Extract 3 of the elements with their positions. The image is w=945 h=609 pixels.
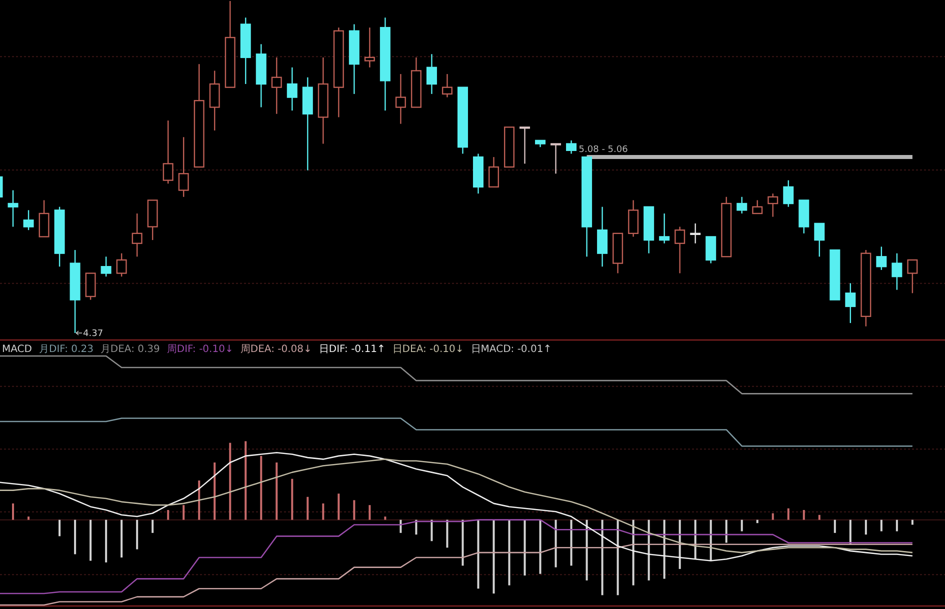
annotation: 4.37 bbox=[83, 329, 104, 339]
legend: MACD 月DIF: 0.23 月DEA: 0.39 周DIF: -0.10↓ 周DEA: -0.08↓ 日DIF: -0.11↑ 日DEA: -0.10↓ 日MACD: -0.01↑ bbox=[2, 344, 552, 355]
series-label: 5.08 - 5.06 bbox=[578, 145, 628, 155]
